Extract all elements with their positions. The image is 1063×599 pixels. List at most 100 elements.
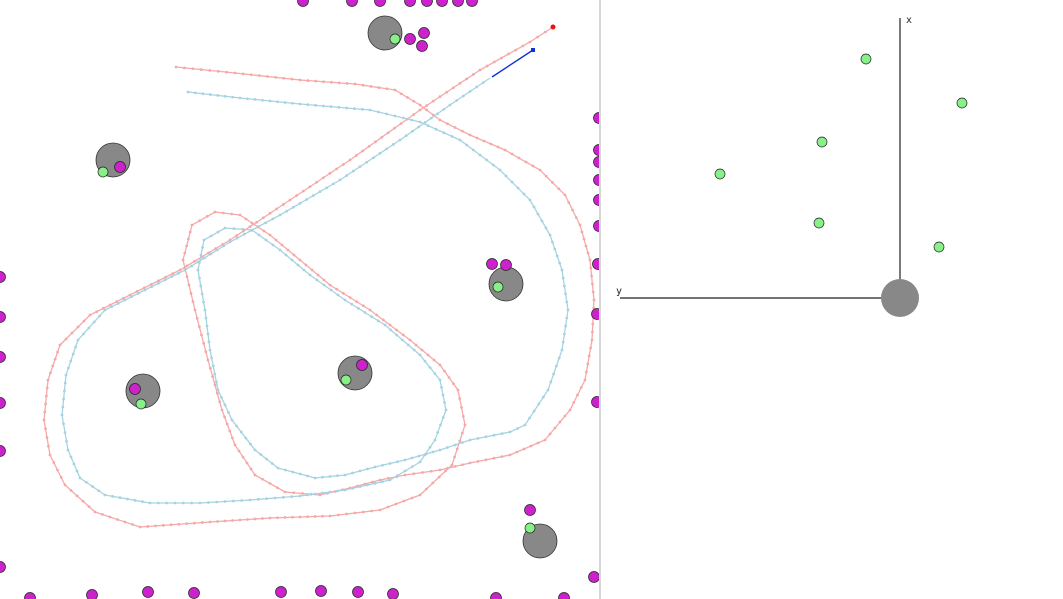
estimated-path-sample-dot (321, 104, 325, 108)
estimated-path-sample-dot (561, 340, 565, 344)
true-path-sample-dot (461, 414, 465, 418)
true-path-sample-dot (268, 482, 272, 485)
true-path-sample-dot (369, 85, 373, 88)
true-path-sample-dot (246, 518, 249, 521)
estimated-path-sample-dot (336, 293, 340, 297)
true-path-sample-dot (568, 408, 572, 412)
estimated-path-sample-dot (351, 169, 355, 173)
true-path-sample-dot (361, 83, 365, 87)
true-path-sample-dot (238, 518, 242, 522)
true-path-sample-dot (395, 328, 399, 332)
beacon-icon (452, 0, 464, 7)
estimated-path-sample-dot (561, 276, 565, 280)
panel-divider[interactable] (599, 0, 601, 599)
estimated-path-sample-dot (343, 488, 347, 492)
estimated-path-sample-dot (216, 94, 220, 97)
true-path-sample-dot (306, 79, 310, 82)
estimated-path-sample-dot (227, 411, 230, 414)
true-path-sample-dot (266, 75, 269, 78)
true-path-sample-dot (101, 513, 104, 516)
true-path-sample-dot (45, 386, 49, 390)
true-path-sample-dot (412, 99, 416, 103)
true-path-sample-dot (592, 306, 595, 310)
true-path-sample-dot (174, 65, 178, 69)
true-path-sample-dot (591, 330, 594, 334)
estimated-path-sample-dot (565, 316, 569, 320)
estimated-path-sample-dot (130, 295, 134, 299)
estimated-path-sample-dot (220, 396, 223, 399)
true-path-sample-dot (82, 319, 86, 323)
estimated-path-sample-dot (438, 378, 442, 382)
true-path-sample-dot (197, 325, 201, 329)
true-path-sample-dot (249, 467, 253, 471)
estimated-path-sample-dot (67, 366, 70, 370)
true-path-sample-dot (444, 469, 447, 473)
estimated-path-sample-dot (560, 348, 564, 352)
true-path-sample-dot (414, 343, 418, 347)
true-path-sample-dot (492, 456, 496, 460)
estimated-path-sample-dot (250, 229, 253, 232)
estimated-path-sample-dot (64, 373, 68, 377)
true-path-sample-dot (370, 509, 374, 513)
estimated-path-sample-dot (72, 462, 76, 466)
true-path-sample-dot (216, 69, 220, 73)
robot-frame-measurement-icon (860, 53, 872, 65)
true-path-sample-dot (580, 230, 584, 234)
true-path-sample-dot (220, 408, 224, 412)
estimated-path-sample-dot (465, 143, 469, 147)
true-path-sample-dot (451, 86, 455, 90)
estimated-path-sample-dot (389, 328, 393, 332)
estimated-path-sample-dot (546, 388, 550, 392)
true-path-sample-dot (248, 225, 252, 229)
true-path-sample-dot (183, 66, 186, 70)
true-path-sample-dot (335, 287, 339, 291)
true-path-sample-dot (154, 524, 157, 528)
estimated-path-sample-dot (411, 129, 414, 133)
true-path-sample-dot (521, 44, 525, 48)
beacon-icon (374, 0, 386, 7)
true-path-sample-dot (193, 308, 197, 312)
estimated-path-sample-dot (532, 205, 536, 209)
true-path-sample-dot (63, 483, 67, 487)
estimated-path-sample-dot (345, 174, 349, 177)
true-path-sample-dot (584, 244, 588, 248)
estimated-path-sample-dot (290, 258, 294, 262)
true-path-sample-dot (318, 493, 322, 497)
true-path-sample-dot (437, 475, 441, 479)
beacon-icon (24, 592, 36, 599)
true-path-sample-dot (58, 343, 62, 347)
true-path-sample-dot (225, 70, 228, 74)
landmark-icon (337, 355, 373, 391)
estimated-path-sample-dot (328, 490, 332, 494)
true-path-sample-dot (475, 136, 479, 140)
estimated-path-sample-dot (484, 435, 488, 439)
true-path-sample-dot (353, 82, 357, 86)
true-path-sample-dot (268, 233, 272, 237)
estimated-path-sample-dot (148, 501, 152, 505)
estimated-path-sample-dot (69, 455, 73, 459)
odometry-segment (491, 49, 534, 78)
estimated-path-sample-dot (253, 98, 257, 101)
true-path-sample-dot (361, 149, 365, 153)
true-path-sample-dot (375, 313, 379, 317)
true-path-sample-dot (453, 465, 457, 468)
estimated-path-sample-dot (202, 256, 206, 260)
true-path-sample-dot (292, 253, 296, 257)
estimated-path-sample-dot (215, 380, 218, 384)
world-map-view[interactable] (0, 0, 600, 599)
estimated-path-sample-dot (423, 359, 427, 363)
estimated-path-sample-dot (103, 493, 107, 497)
pose-layer (491, 24, 556, 78)
estimated-path-sample-dot (566, 308, 570, 312)
true-path-sample-dot (42, 418, 46, 422)
estimated-path-sample-dot (163, 278, 167, 282)
estimated-path-sample-dot (548, 233, 552, 237)
estimated-path-sample-dot (82, 332, 85, 336)
estimated-path-sample-dot (283, 101, 287, 104)
estimated-path-sample-dot (259, 453, 263, 456)
true-path-sample-dot (588, 258, 592, 262)
true-path-sample-dot (316, 273, 320, 277)
true-path-sample-dot (298, 78, 302, 82)
beacon-icon (0, 351, 6, 363)
true-path-sample-dot (385, 87, 389, 91)
